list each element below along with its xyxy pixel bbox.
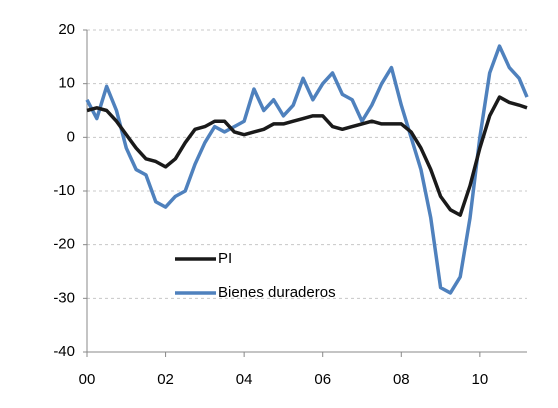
x-tick-label: 02 <box>157 371 174 388</box>
series-line <box>85 44 529 295</box>
y-tick-label: -40 <box>53 343 75 360</box>
x-tick-label: 04 <box>236 371 253 388</box>
x-tick-label: 08 <box>393 371 410 388</box>
series-line <box>86 95 528 217</box>
y-tick-label: -30 <box>53 289 75 306</box>
y-tick-label: 0 <box>67 128 75 145</box>
y-tick-label: -20 <box>53 236 75 253</box>
y-tick-label: -10 <box>53 182 75 199</box>
x-tick-label: 00 <box>79 371 96 388</box>
x-tick-label: 06 <box>314 371 331 388</box>
legend-label: PI <box>218 250 232 267</box>
legend-label: Bienes duraderos <box>218 284 336 301</box>
y-tick-label: 20 <box>58 21 75 38</box>
y-tick-label: 10 <box>58 75 75 92</box>
x-tick-label: 10 <box>472 371 489 388</box>
